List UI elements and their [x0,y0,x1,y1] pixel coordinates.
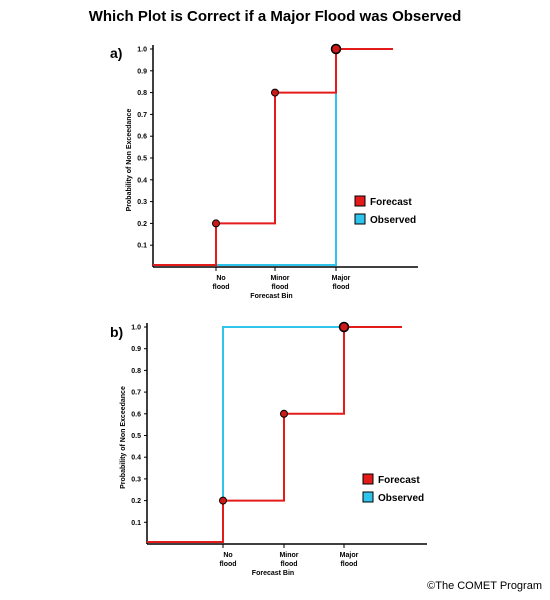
forecast-point [338,321,350,333]
x-tick-label: flood [280,561,297,568]
x-tick-label: Major [340,552,359,559]
chart-panel-2: b) 0.1 0.2 0.3 0.4 0.5 0.6 0.7 0.8 0.9 1.0 No flood M… [110,321,427,577]
forecast-point [219,496,227,505]
series-line-forecast [147,326,402,543]
x-tick-label: flood [219,561,236,568]
legend-label: Observed [370,215,416,226]
y-tick-label: 0.4 [137,177,147,184]
legend-swatch [354,195,366,207]
copyright-credit: ©The COMET Program [427,580,542,592]
legend-swatch [354,213,366,225]
y-tick-label: 0.9 [131,346,141,353]
y-tick-label: 0.3 [131,476,141,483]
x-axis-title: Forecast Bin [250,293,292,300]
y-tick-label: 0.6 [137,134,147,141]
y-tick-label: 1.0 [137,47,147,54]
y-tick-label: 0.6 [131,411,141,418]
y-tick-label: 0.1 [137,243,147,250]
legend-label: Forecast [378,475,420,486]
y-tick-label: 0.3 [137,199,147,206]
y-tick-label: 1.0 [131,325,141,332]
chart-panel-1: a) 0.1 0.2 0.3 0.4 0.5 0.6 0.7 0.8 0.9 1.0 No flood M… [110,43,418,300]
y-axis-title: Probability of Non Exceedance [120,386,127,489]
x-tick-label: flood [212,284,229,291]
forecast-point [212,219,220,228]
y-tick-label: 0.2 [137,221,147,228]
legend-swatch [362,473,374,485]
y-tick-label: 0.9 [137,68,147,75]
x-tick-label: flood [332,284,349,291]
y-tick-label: 0.1 [131,520,141,527]
y-tick-label: 0.4 [131,455,141,462]
legend-label: Observed [378,493,424,504]
legend-label: Forecast [370,197,412,208]
legend-swatch [362,491,374,503]
x-tick-label: flood [271,284,288,291]
panel-label: a) [110,45,122,61]
series-line-forecast [153,48,393,266]
x-tick-label: Minor [270,275,289,282]
x-tick-label: flood [340,561,357,568]
forecast-point [280,409,288,418]
y-tick-label: 0.5 [131,433,141,440]
x-tick-label: Minor [279,552,298,559]
y-tick-label: 0.8 [137,90,147,97]
y-axis-title: Probability of Non Exceedance [126,109,133,212]
x-tick-label: No [223,552,232,559]
y-tick-label: 0.7 [137,112,147,119]
forecast-point [271,88,279,97]
forecast-point [330,43,342,55]
x-axis-title: Forecast Bin [252,570,294,577]
series-line-observed [153,48,393,266]
legend: Forecast Observed [354,195,416,226]
legend: Forecast Observed [362,473,424,504]
y-tick-label: 0.8 [131,368,141,375]
x-tick-label: No [216,275,225,282]
series-line-observed [147,326,402,543]
x-tick-label: Major [332,275,351,282]
y-tick-label: 0.5 [137,156,147,163]
y-tick-label: 0.2 [131,498,141,505]
panel-label: b) [110,324,123,340]
y-tick-label: 0.7 [131,390,141,397]
page-title: Which Plot is Correct if a Major Flood w… [88,8,462,25]
